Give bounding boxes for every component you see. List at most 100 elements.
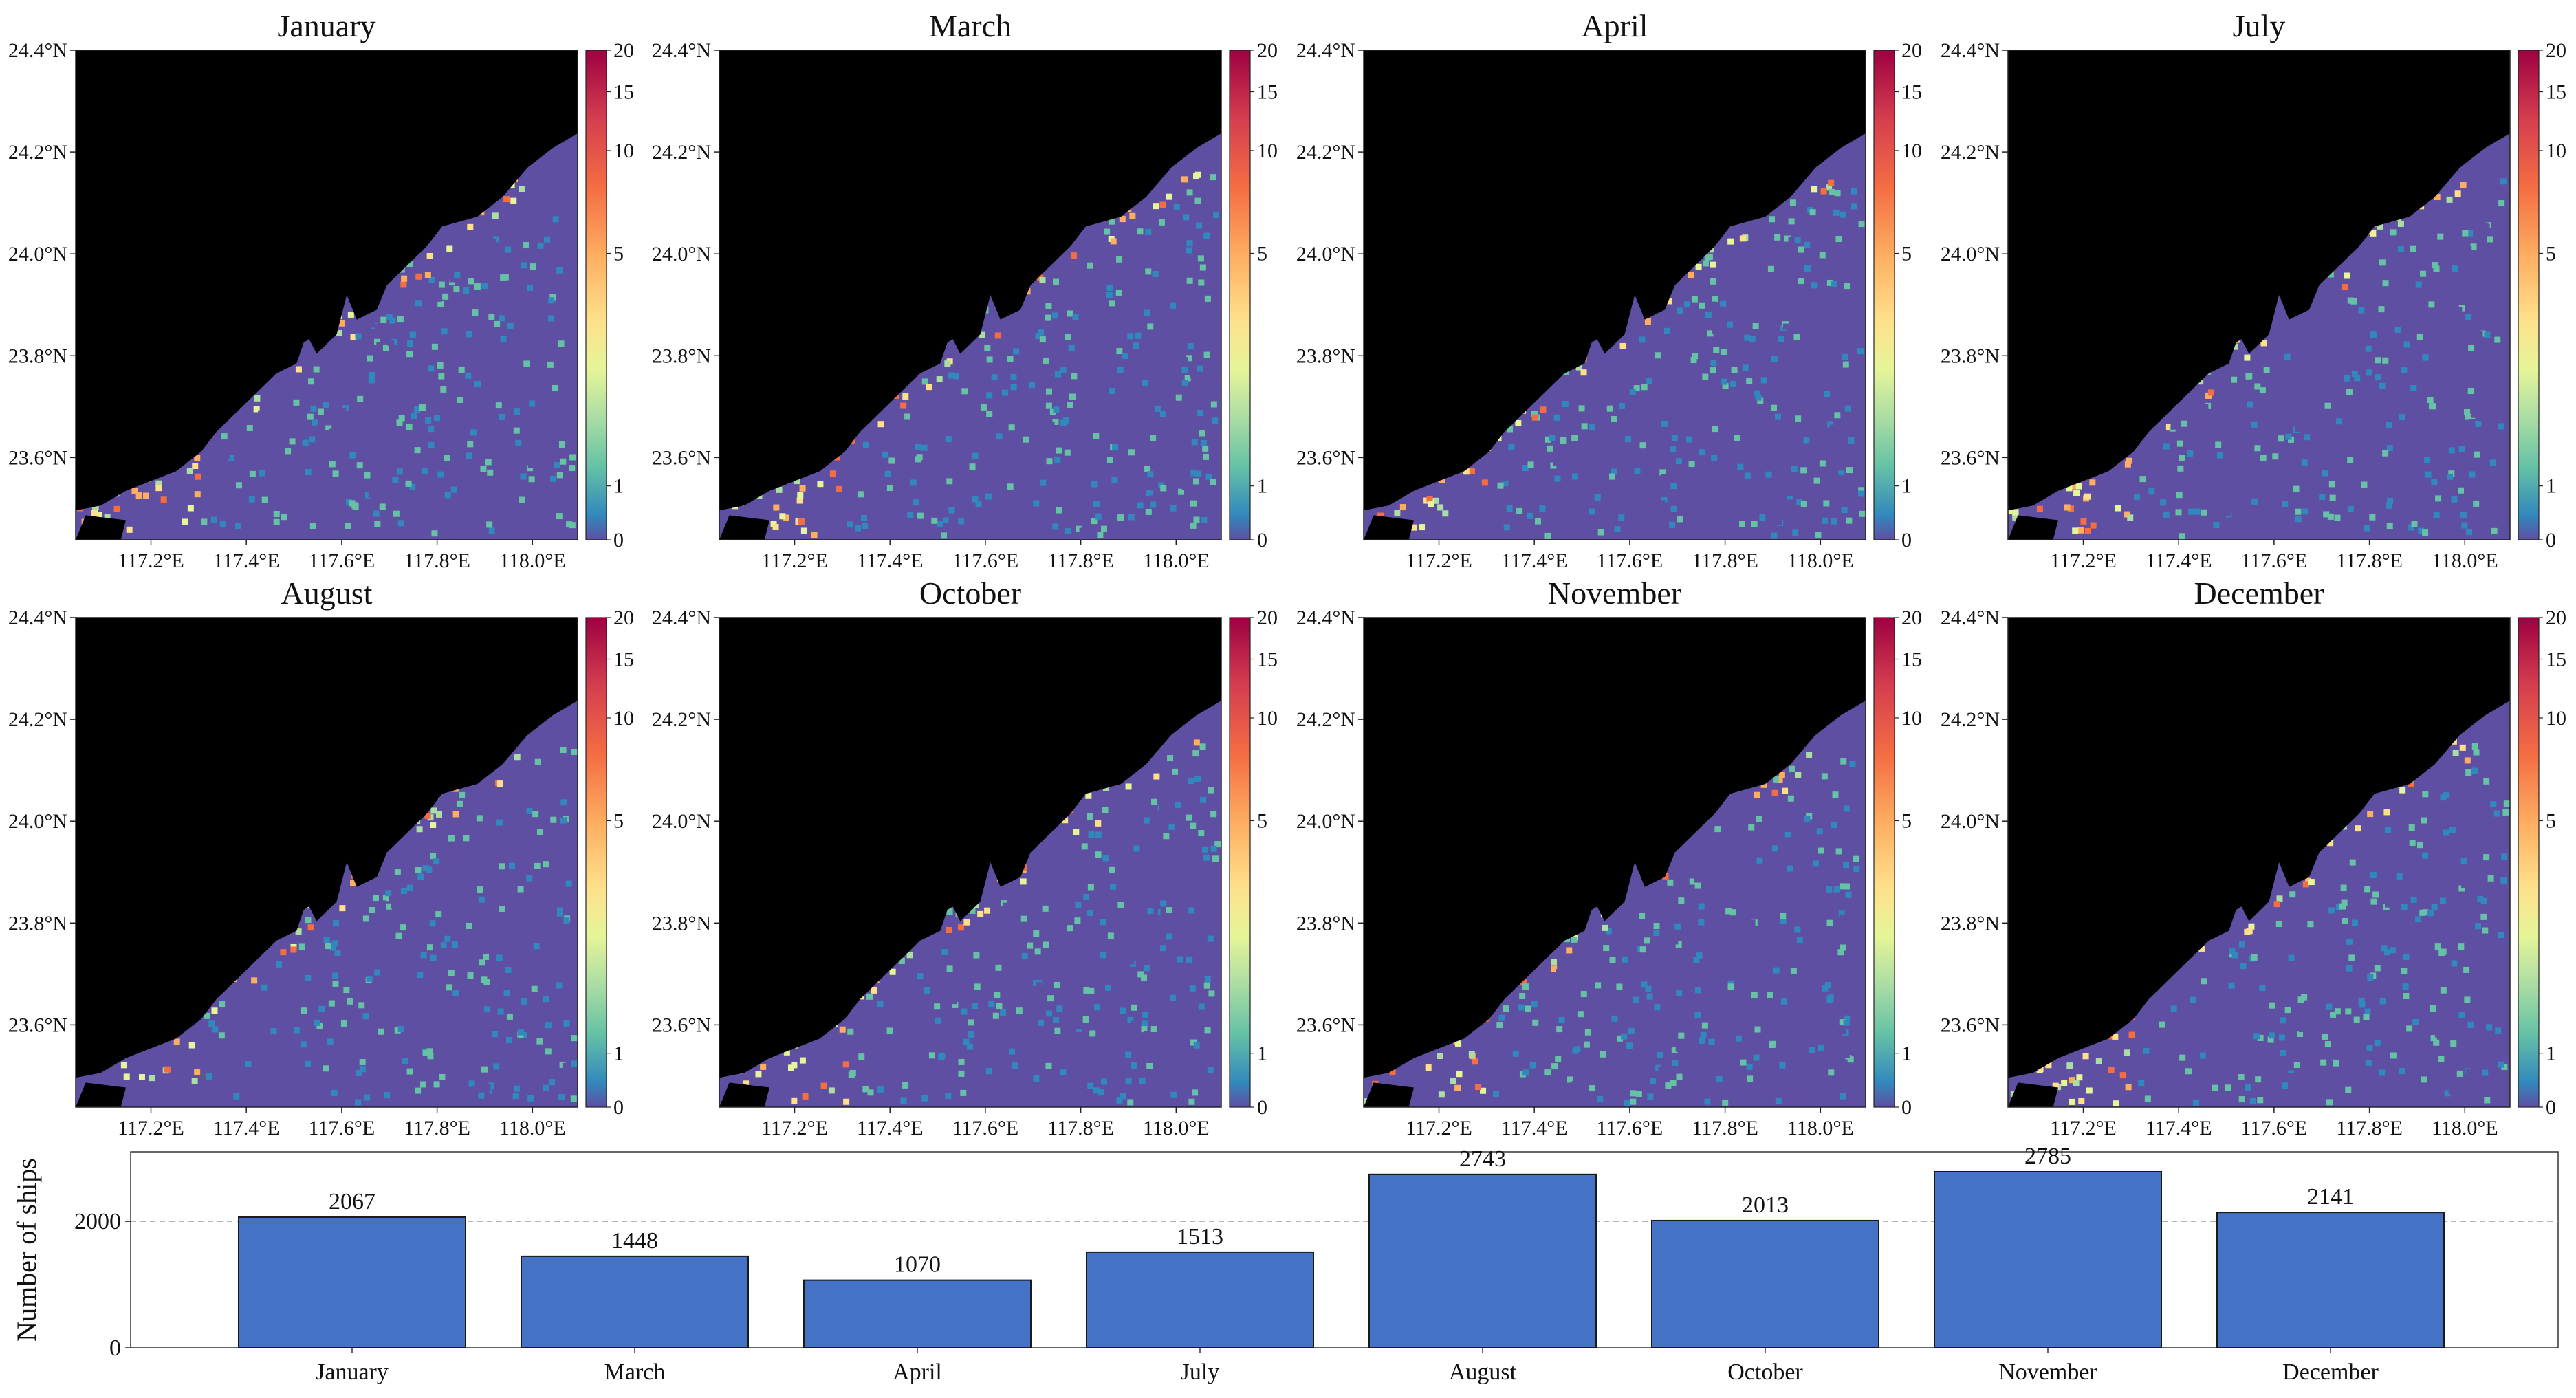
- density-cell: [2366, 1045, 2373, 1051]
- density-cell: [1743, 894, 1749, 901]
- density-cell: [542, 861, 549, 868]
- colorbar-tick-label: 20: [1901, 607, 1922, 629]
- density-cell: [1069, 290, 1076, 296]
- density-cell: [487, 469, 494, 476]
- density-cell: [2403, 303, 2410, 310]
- density-cell: [895, 437, 902, 444]
- density-cell: [1554, 475, 1561, 482]
- lon-tick-label: 117.6°E: [2241, 549, 2308, 572]
- lon-tick-label: 118.0°E: [1143, 549, 1210, 572]
- density-cell: [2320, 1059, 2327, 1066]
- density-cell: [2331, 315, 2338, 322]
- density-cell: [1191, 287, 1198, 294]
- density-cell: [2434, 248, 2441, 255]
- density-cell: [2440, 435, 2447, 441]
- density-cell: [2179, 455, 2185, 461]
- density-cell: [1771, 532, 1778, 539]
- density-cell: [1605, 928, 1612, 935]
- density-cell: [465, 372, 472, 379]
- density-cell: [1826, 184, 1833, 191]
- density-cell: [1700, 1032, 1707, 1039]
- density-cell: [566, 935, 573, 942]
- density-cell: [2297, 996, 2304, 1003]
- density-cell: [2370, 230, 2377, 237]
- density-cell: [2390, 1052, 2397, 1059]
- density-cell: [327, 1078, 334, 1084]
- density-cell: [1151, 798, 1158, 805]
- density-cell: [1199, 904, 1206, 911]
- density-cell: [438, 281, 445, 288]
- density-cell: [1088, 987, 1095, 994]
- density-cell: [1045, 402, 1052, 409]
- density-cell: [249, 470, 256, 477]
- density-cell: [2403, 441, 2410, 448]
- density-cell: [1190, 371, 1197, 378]
- density-cell: [924, 500, 930, 507]
- density-cell: [1150, 873, 1157, 880]
- density-cell: [938, 395, 945, 402]
- density-cell: [1210, 845, 1217, 852]
- lon-tick-label: 118.0°E: [1787, 549, 1854, 572]
- density-cell: [1840, 883, 1846, 890]
- density-cell: [1836, 528, 1843, 535]
- density-cell: [1784, 825, 1791, 832]
- density-cell: [355, 1099, 362, 1106]
- density-cell: [1645, 985, 1652, 992]
- density-cell: [1746, 954, 1753, 961]
- density-cell: [1661, 496, 1668, 503]
- density-cell: [975, 1031, 982, 1038]
- density-cell: [318, 1092, 325, 1099]
- density-cell: [1410, 524, 1417, 531]
- density-cell: [1846, 517, 1853, 524]
- density-cell: [1572, 1047, 1579, 1054]
- density-cell: [2499, 345, 2506, 352]
- density-cell: [2322, 1082, 2328, 1089]
- density-cell: [488, 1082, 494, 1089]
- density-cell: [2438, 1056, 2445, 1062]
- density-cell: [374, 521, 381, 527]
- colorbar-tick-label: 5: [2546, 809, 2556, 832]
- density-cell: [1437, 1052, 1443, 1059]
- density-cell: [2235, 500, 2242, 507]
- colorbar-tick-label: 10: [1257, 707, 1278, 730]
- density-cell: [1060, 367, 1067, 374]
- density-cell: [1194, 775, 1201, 782]
- colorbar-tick-label: 0: [1257, 1096, 1267, 1119]
- density-cell: [246, 424, 253, 431]
- density-cell: [1754, 390, 1760, 397]
- density-cell: [2188, 508, 2195, 515]
- density-cell: [1437, 504, 1444, 511]
- lon-tick-label: 117.4°E: [2146, 1117, 2212, 1139]
- density-cell: [1082, 1016, 1089, 1023]
- density-cell: [1692, 353, 1699, 360]
- density-cell: [1151, 957, 1158, 963]
- density-cell: [2481, 785, 2488, 792]
- density-cell: [1212, 417, 1219, 424]
- density-cell: [1551, 1063, 1558, 1070]
- density-cell: [2159, 1085, 2165, 1092]
- density-cell: [847, 521, 853, 528]
- density-cell: [2489, 459, 2496, 466]
- density-cell: [512, 1093, 519, 1100]
- colorbar-tick-label: 15: [1901, 81, 1922, 104]
- density-cell: [2352, 919, 2359, 926]
- density-cell: [1822, 985, 1829, 992]
- density-cell: [2469, 471, 2476, 478]
- density-cell: [2304, 434, 2311, 441]
- density-cell: [1699, 1037, 1705, 1044]
- density-cell: [1844, 283, 1851, 290]
- island: [719, 515, 769, 540]
- density-cell: [2089, 479, 2096, 486]
- density-cell: [1159, 945, 1166, 952]
- density-cell: [545, 1048, 552, 1055]
- density-cell: [1159, 201, 1166, 208]
- density-cell: [2220, 421, 2227, 428]
- density-cell: [2274, 386, 2281, 393]
- density-cell: [479, 959, 485, 966]
- density-cell: [460, 265, 467, 272]
- density-cell: [1559, 499, 1566, 506]
- lat-tick-label: 24.4°N: [652, 39, 711, 62]
- density-cell: [552, 384, 558, 391]
- density-cell: [322, 417, 329, 424]
- density-cell: [1771, 805, 1778, 812]
